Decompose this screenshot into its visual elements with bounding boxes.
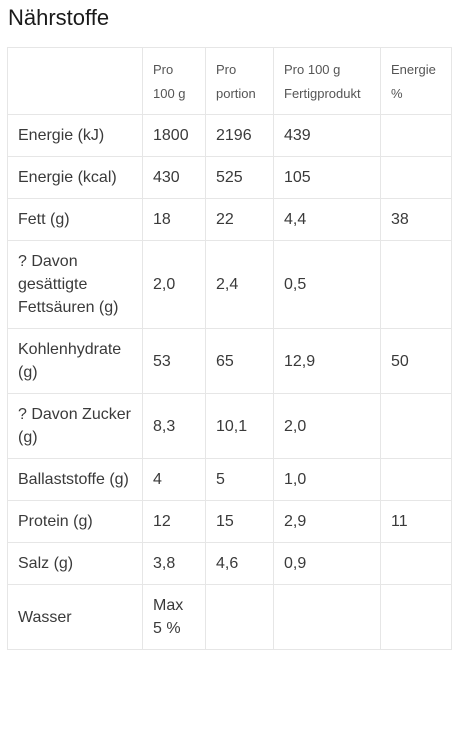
table-row: Kohlenhydrate (g) 53 65 12,9 50 — [7, 328, 452, 394]
table-row: ? Davon Zucker (g) 8,3 10,1 2,0 — [7, 393, 452, 459]
nutrition-table-header: Pro 100 g Pro portion Pro 100 g Fertigpr… — [7, 47, 452, 115]
cell-per-100g-prepared: 439 — [273, 114, 381, 157]
cell-per-100g: 430 — [142, 156, 206, 199]
row-label: Ballaststoffe (g) — [7, 458, 143, 501]
header-cell-nutrient — [7, 47, 143, 115]
row-label: Protein (g) — [7, 500, 143, 543]
table-row: Wasser Max 5 % — [7, 584, 452, 650]
header-prepared-line1: Pro 100 g — [284, 62, 341, 77]
cell-per-100g: 12 — [142, 500, 206, 543]
row-label: Energie (kcal) — [7, 156, 143, 199]
row-label: Wasser — [7, 584, 143, 650]
row-label: Salz (g) — [7, 542, 143, 585]
header-cell-energy-percent: Energie % — [380, 47, 452, 115]
header-per-portion-line1: Pro — [216, 62, 237, 77]
header-per-portion-line2: portion — [216, 86, 256, 101]
cell-energy-percent — [380, 240, 452, 329]
cell-per-100g: 8,3 — [142, 393, 206, 459]
cell-per-portion: 65 — [205, 328, 274, 394]
table-row: Energie (kcal) 430 525 105 — [7, 156, 452, 199]
table-row: ? Davon gesättigte Fettsäuren (g) 2,0 2,… — [7, 240, 452, 329]
cell-energy-percent: 11 — [380, 500, 452, 543]
table-row: Ballaststoffe (g) 4 5 1,0 — [7, 458, 452, 501]
cell-per-100g: Max 5 % — [142, 584, 206, 650]
cell-energy-percent — [380, 584, 452, 650]
nutrition-table: Pro 100 g Pro portion Pro 100 g Fertigpr… — [7, 47, 452, 650]
row-label: ? Davon Zucker (g) — [7, 393, 143, 459]
cell-energy-percent: 38 — [380, 198, 452, 241]
cell-per-100g: 4 — [142, 458, 206, 501]
cell-per-portion: 2,4 — [205, 240, 274, 329]
table-row: Energie (kJ) 1800 2196 439 — [7, 114, 452, 157]
header-per-100g-line2: 100 g — [153, 86, 186, 101]
cell-per-portion: 525 — [205, 156, 274, 199]
header-energy-percent-line1: Energie — [391, 62, 436, 77]
header-per-100g-line1: Pro — [153, 62, 174, 77]
cell-per-100g-prepared: 0,5 — [273, 240, 381, 329]
cell-per-100g-prepared: 4,4 — [273, 198, 381, 241]
cell-energy-percent: 50 — [380, 328, 452, 394]
nutrition-table-body: Energie (kJ) 1800 2196 439 Energie (kcal… — [7, 114, 452, 650]
row-label: ? Davon gesättigte Fettsäuren (g) — [7, 240, 143, 329]
cell-per-100g: 53 — [142, 328, 206, 394]
cell-per-portion: 5 — [205, 458, 274, 501]
cell-per-100g: 2,0 — [142, 240, 206, 329]
cell-per-portion: 4,6 — [205, 542, 274, 585]
cell-per-100g-prepared: 2,0 — [273, 393, 381, 459]
cell-per-100g-prepared: 0,9 — [273, 542, 381, 585]
header-cell-per-portion: Pro portion — [205, 47, 274, 115]
row-label: Kohlenhydrate (g) — [7, 328, 143, 394]
header-cell-per-100g-prepared: Pro 100 g Fertigprodukt — [273, 47, 381, 115]
cell-energy-percent — [380, 393, 452, 459]
header-prepared-line2: Fertigprodukt — [284, 86, 361, 101]
header-cell-per-100g: Pro 100 g — [142, 47, 206, 115]
cell-energy-percent — [380, 114, 452, 157]
cell-per-100g-prepared — [273, 584, 381, 650]
table-row: Protein (g) 12 15 2,9 11 — [7, 500, 452, 543]
cell-energy-percent — [380, 156, 452, 199]
cell-per-portion: 15 — [205, 500, 274, 543]
cell-per-100g-prepared: 12,9 — [273, 328, 381, 394]
table-row: Fett (g) 18 22 4,4 38 — [7, 198, 452, 241]
header-energy-percent-line2: % — [391, 86, 403, 101]
cell-per-portion: 10,1 — [205, 393, 274, 459]
cell-per-100g: 3,8 — [142, 542, 206, 585]
cell-per-portion: 22 — [205, 198, 274, 241]
cell-per-100g: 1800 — [142, 114, 206, 157]
cell-energy-percent — [380, 458, 452, 501]
cell-per-100g-prepared: 105 — [273, 156, 381, 199]
row-label: Energie (kJ) — [7, 114, 143, 157]
row-label: Fett (g) — [7, 198, 143, 241]
cell-per-portion — [205, 584, 274, 650]
page-title: Nährstoffe — [8, 5, 110, 30]
header-row: Pro 100 g Pro portion Pro 100 g Fertigpr… — [7, 47, 452, 115]
cell-energy-percent — [380, 542, 452, 585]
cell-per-100g-prepared: 2,9 — [273, 500, 381, 543]
cell-per-100g-prepared: 1,0 — [273, 458, 381, 501]
table-row: Salz (g) 3,8 4,6 0,9 — [7, 542, 452, 585]
cell-per-100g: 18 — [142, 198, 206, 241]
cell-per-portion: 2196 — [205, 114, 274, 157]
